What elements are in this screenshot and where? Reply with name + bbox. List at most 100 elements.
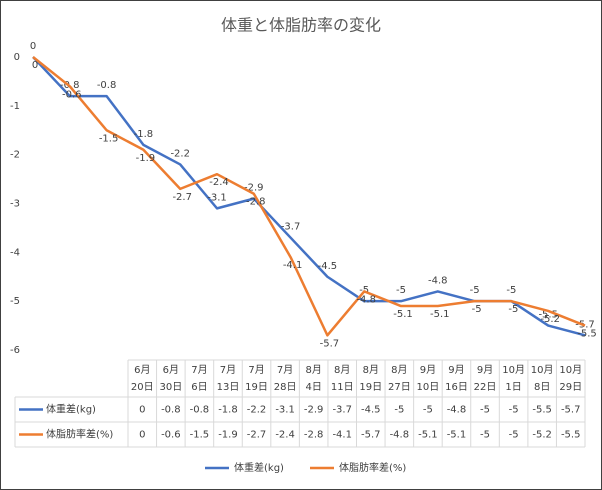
x-category-label-part: 1日 <box>505 382 521 393</box>
table-value: -4.8 <box>447 405 467 416</box>
x-category-label: 6月 20日 <box>131 364 154 393</box>
data-label: -5 <box>470 285 480 296</box>
x-category-label-part: 30日 <box>159 382 182 393</box>
x-category-label: 6月 30日 <box>159 364 182 393</box>
y-tick-label: -4 <box>10 247 20 258</box>
x-category-label-part: 8月 <box>305 364 321 376</box>
x-category-label: 10月 29日 <box>559 364 582 393</box>
x-category-label-part: 7月 <box>191 364 207 376</box>
x-category-label: 10月 8日 <box>531 364 554 393</box>
x-category-label: 8月 11日 <box>331 364 354 393</box>
table-value: -3.1 <box>275 405 295 416</box>
table-value: -5.1 <box>418 430 438 441</box>
x-category-label-part: 27日 <box>388 382 411 393</box>
data-label: -2.4 <box>209 177 229 188</box>
x-category-label: 8月 19日 <box>359 364 382 393</box>
table-value: -2.7 <box>247 430 267 441</box>
table-value: 0 <box>139 405 145 416</box>
data-label: -5 <box>472 304 482 315</box>
x-category-label: 9月 16日 <box>445 364 468 393</box>
x-category-label-part: 4日 <box>305 382 321 393</box>
x-category-label-part: 19日 <box>245 382 268 393</box>
x-category-label-part: 7月 <box>277 364 293 376</box>
table-value: -1.9 <box>218 430 238 441</box>
x-category-label: 7月 13日 <box>217 364 240 393</box>
data-label: -5.1 <box>430 309 450 320</box>
table-series-name: 体重差(kg) <box>46 403 96 416</box>
table-value: -0.6 <box>161 430 181 441</box>
x-category-label: 8月 27日 <box>388 364 411 393</box>
data-label: -1.8 <box>134 129 154 140</box>
x-category-label: 7月 6日 <box>191 364 207 393</box>
x-category-label: 10月 1日 <box>502 364 525 393</box>
table-value: -1.5 <box>190 430 210 441</box>
data-label: -4.8 <box>428 275 448 286</box>
x-category-label-part: 10日 <box>417 382 440 393</box>
data-label: -2.8 <box>246 197 266 208</box>
table-series-name: 体脂肪率差(%) <box>46 428 113 441</box>
data-label: -0.6 <box>62 89 82 100</box>
table-value: -5.5 <box>561 430 581 441</box>
x-category-label-part: 7月 <box>248 364 264 376</box>
y-tick-label: -3 <box>10 199 20 210</box>
table-value: -5.7 <box>361 430 381 441</box>
table-value: -3.7 <box>332 405 352 416</box>
x-category-label-part: 22日 <box>474 382 497 393</box>
x-category-label-part: 8月 <box>363 364 379 376</box>
x-category-label-part: 13日 <box>217 382 240 393</box>
x-category-label: 8月 4日 <box>305 364 321 393</box>
legend-label: 体脂肪率差(%) <box>339 461 406 474</box>
table-value: -2.8 <box>304 430 324 441</box>
y-tick-label: 0 <box>14 52 20 63</box>
table-value: -5 <box>480 405 490 416</box>
x-category-label-part: 10月 <box>531 364 554 376</box>
data-label: -5.5 <box>577 329 597 340</box>
x-category-label-part: 9月 <box>448 364 464 376</box>
x-category-label: 7月 19日 <box>245 364 268 393</box>
table-value: -2.9 <box>304 405 324 416</box>
series-line <box>32 56 586 337</box>
data-label: -3.1 <box>207 192 227 203</box>
x-category-label-part: 16日 <box>445 382 468 393</box>
chart-title: 体重と体脂肪率の変化 <box>221 16 381 35</box>
table-value: -0.8 <box>190 405 210 416</box>
y-tick-label: -2 <box>10 150 20 161</box>
x-category-label: 9月 10日 <box>417 364 440 393</box>
x-category-label-part: 10月 <box>559 364 582 376</box>
y-tick-label: -5 <box>10 296 20 307</box>
x-category-label-part: 6月 <box>163 364 179 376</box>
data-label: -5 <box>508 304 518 315</box>
y-tick-label: -1 <box>10 101 20 112</box>
x-category-label-part: 20日 <box>131 382 154 393</box>
x-category-label-part: 10月 <box>502 364 525 376</box>
data-label: -3.7 <box>281 222 301 233</box>
legend-label: 体重差(kg) <box>234 461 284 474</box>
table-value: -4.1 <box>332 430 352 441</box>
x-category-label-part: 6月 <box>134 364 150 376</box>
data-label: -4.5 <box>318 261 338 272</box>
data-label: -2.9 <box>244 183 264 194</box>
table-value: -5.5 <box>532 405 552 416</box>
x-category-label-part: 28日 <box>274 382 297 393</box>
table-value: -5 <box>480 430 490 441</box>
table-value: -5 <box>394 405 404 416</box>
data-label: -5 <box>396 285 406 296</box>
table-value: -4.8 <box>390 430 410 441</box>
data-label: 0 <box>32 60 38 71</box>
x-category-label-part: 6日 <box>191 382 207 393</box>
x-category-label: 7月 28日 <box>274 364 297 393</box>
table-value: -1.8 <box>218 405 238 416</box>
table-value: -2.2 <box>247 405 267 416</box>
data-label: -5.2 <box>540 314 560 325</box>
data-label: -4.8 <box>356 294 376 305</box>
x-category-label-part: 7月 <box>220 364 236 376</box>
table-value: -5 <box>509 430 519 441</box>
x-category-label-part: 11日 <box>331 382 354 393</box>
x-category-label-part: 29日 <box>559 382 582 393</box>
y-tick-label: -6 <box>10 345 20 356</box>
x-category-label: 9月 22日 <box>474 364 497 393</box>
table-value: -0.8 <box>161 405 181 416</box>
table-value: -5 <box>423 405 433 416</box>
table-value: 0 <box>139 430 145 441</box>
